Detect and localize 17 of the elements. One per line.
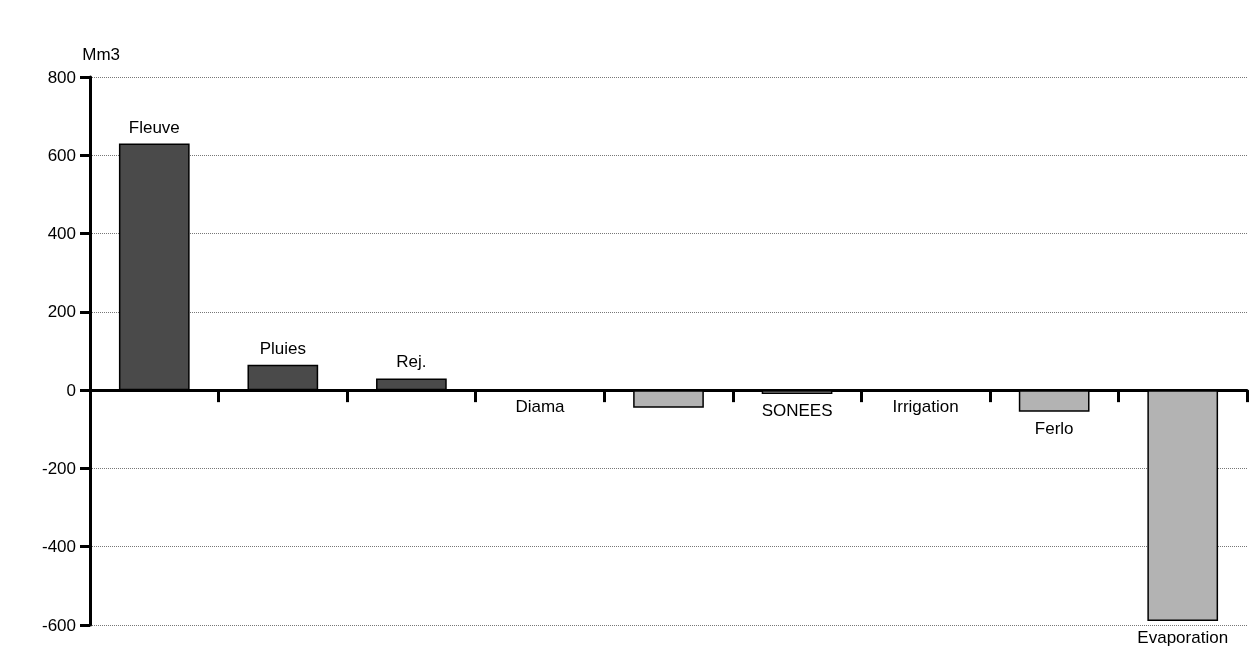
- x-tick-label: Rej.: [396, 352, 427, 372]
- y-axis-title: Mm3: [82, 45, 120, 64]
- x-tick-label: Pluies: [259, 338, 306, 358]
- y-tick-label: -600: [41, 615, 76, 635]
- y-tick-label: 0: [66, 380, 76, 400]
- x-tick-label: Evaporation: [1137, 628, 1229, 648]
- x-tick-label: Irrigation: [892, 397, 959, 417]
- x-tick-label: SONEES: [761, 401, 833, 421]
- y-tick-label: -400: [41, 537, 76, 557]
- x-tick-label: Diama: [515, 397, 566, 417]
- x-tick-label: Ferlo: [1034, 418, 1074, 438]
- y-tick-label: 400: [47, 224, 76, 244]
- y-tick-label: 800: [47, 67, 76, 87]
- y-tick-label: 600: [47, 145, 76, 165]
- x-tick-label: Fleuve: [128, 117, 180, 137]
- y-tick-label: -200: [41, 458, 76, 478]
- y-tick-label: 200: [47, 302, 76, 322]
